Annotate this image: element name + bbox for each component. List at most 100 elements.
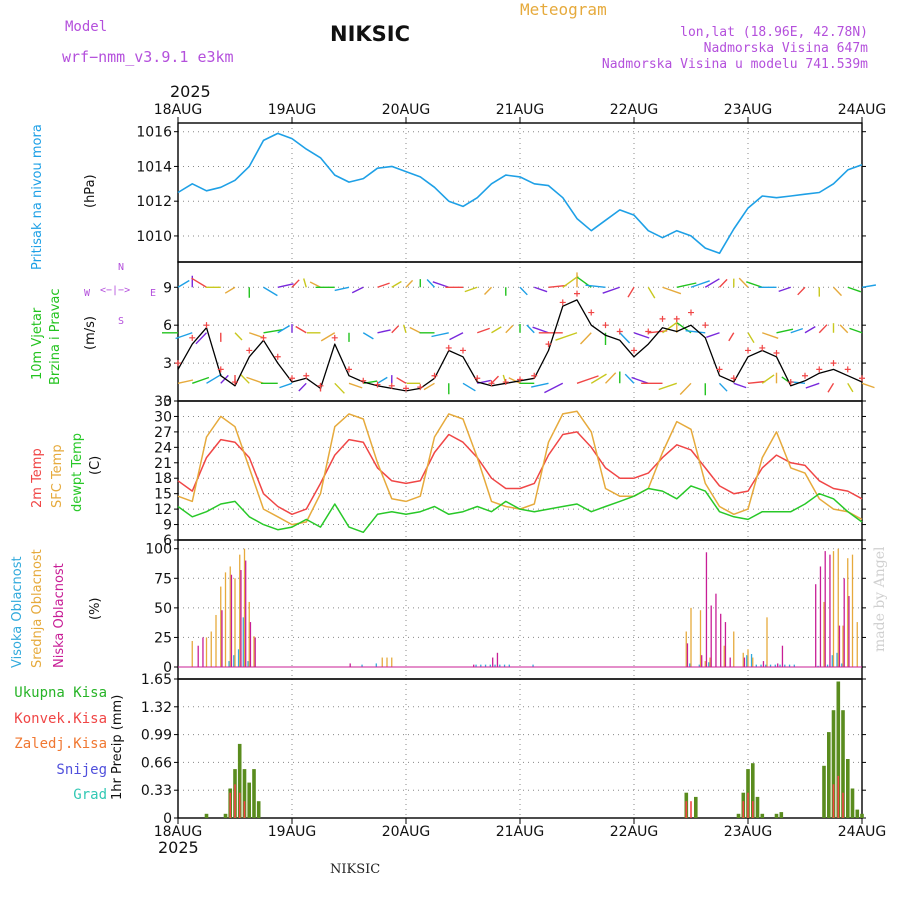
wind-arrow [291, 279, 300, 288]
wind-gust-marker [460, 347, 466, 354]
precip-conv-bar [842, 792, 844, 818]
wind-arrow [778, 286, 791, 293]
precip-conv-bar [832, 784, 835, 818]
wind-arrow [519, 286, 528, 296]
wind-arrow [263, 329, 283, 334]
wind-gust-marker [545, 341, 552, 348]
wind-arrow [746, 281, 763, 288]
wind-arrow [279, 382, 293, 389]
panel-frame [177, 678, 863, 819]
wind-arrow [490, 375, 500, 384]
wind-arrow [403, 324, 407, 333]
wind-gust-marker [802, 372, 808, 379]
y-tick-label: 0 [163, 811, 172, 827]
y-tick-label: 15 [154, 487, 172, 503]
wind-arrow [624, 373, 635, 384]
wind-arrow [827, 382, 835, 393]
y-tick-label: 1016 [136, 125, 172, 141]
wind-arrow [576, 375, 599, 384]
pressure-series-line [177, 132, 863, 255]
wind-gust-marker [602, 322, 609, 329]
wind-arrow [195, 332, 208, 345]
model-name: wrf−nmm_v3.9.1 e3km [62, 48, 234, 66]
y-tick-label: 21 [154, 456, 172, 472]
wind-arrow [747, 332, 755, 344]
wind-gust-marker [559, 299, 566, 306]
x-tick-label-top: 22AUG [610, 102, 659, 118]
wind-gust-marker [360, 377, 367, 384]
precip-conv-bar [742, 801, 745, 818]
y-tick-label: 25 [154, 630, 172, 646]
precip-total-bar [694, 796, 698, 818]
wind-arrow [604, 372, 617, 384]
wind-gust-marker [260, 334, 267, 341]
wind-arrow [849, 327, 863, 334]
wind-arrow [462, 382, 476, 392]
wind-arrow [491, 326, 502, 334]
wind-arrow [562, 275, 579, 288]
x-tick-label-bottom: 22AUG [610, 824, 659, 840]
y-tick-label: 0.66 [141, 755, 172, 771]
wind-arrow [277, 283, 294, 288]
wind-arrow [861, 382, 875, 389]
compass-west: W [84, 288, 91, 299]
wind-arrow [718, 382, 728, 392]
precip-total-bar [860, 813, 864, 818]
wind-gust-marker [303, 372, 310, 379]
x-tick-label-bottom: 23AUG [724, 824, 773, 840]
wind-gust-marker [403, 385, 409, 392]
y-tick-label: 100 [145, 542, 172, 558]
wind-arrow [464, 286, 478, 293]
precip-total-bar [223, 813, 228, 818]
y-tick-label: 1014 [136, 159, 172, 175]
wind-gust-marker [388, 382, 395, 389]
wind-arrow [391, 280, 402, 288]
precip-total-bar [822, 765, 826, 818]
y-tick-label: 9 [163, 518, 172, 534]
wind-gust-marker [816, 366, 823, 373]
wind-gust-marker [830, 360, 837, 367]
y-tick-label: 0.33 [141, 783, 172, 799]
wind-gust-marker [289, 375, 295, 382]
x-tick-label-top: 20AUG [382, 102, 431, 118]
wind-gust-marker [574, 290, 580, 297]
model-elevation-text: Nadmorska Visina u modelu 741.539m [601, 57, 868, 72]
wind-arrow [263, 286, 278, 297]
wind-arrow [590, 373, 607, 384]
wind-gust-marker [445, 344, 452, 351]
wind-gust-marker [773, 349, 780, 356]
precip-conv-bar [685, 801, 688, 818]
wind-arrow [391, 325, 400, 334]
wind-arrow [246, 376, 264, 384]
wind-arrow [449, 332, 464, 341]
wind-arrow [790, 327, 804, 334]
wind-gust-marker [232, 379, 238, 386]
y-tick-label: 1012 [136, 194, 172, 210]
wind-gust-marker [417, 384, 424, 391]
wind-arrow [847, 286, 862, 293]
y-tick-label: 50 [154, 601, 172, 617]
wind-arrow [526, 324, 535, 334]
year-bottom: 2025 [158, 838, 199, 857]
wind-arrow [177, 379, 194, 384]
wind-arrow [704, 278, 720, 288]
wind-gust-marker [745, 347, 751, 354]
wind-arrow [531, 382, 549, 388]
precip-total-bar [252, 769, 256, 818]
wind-arrow [426, 279, 436, 288]
x-tick-label-bottom: 20AUG [382, 824, 431, 840]
wind-gust-marker [631, 347, 637, 354]
compass-south: S [118, 316, 125, 327]
wind-arrow [206, 373, 222, 384]
x-tick-label-bottom: 21AUG [496, 824, 545, 840]
model-label: Model [65, 19, 108, 35]
compass-north: N [118, 262, 125, 273]
wind-arrow [534, 286, 548, 293]
wind-arrow [483, 286, 493, 295]
wind-arrow [728, 332, 735, 342]
wind-arrow [555, 332, 578, 341]
wind-arrow [348, 382, 363, 389]
wind-arrow [679, 382, 692, 395]
wind-gust-marker [346, 366, 352, 373]
wind-arrow [431, 332, 449, 338]
